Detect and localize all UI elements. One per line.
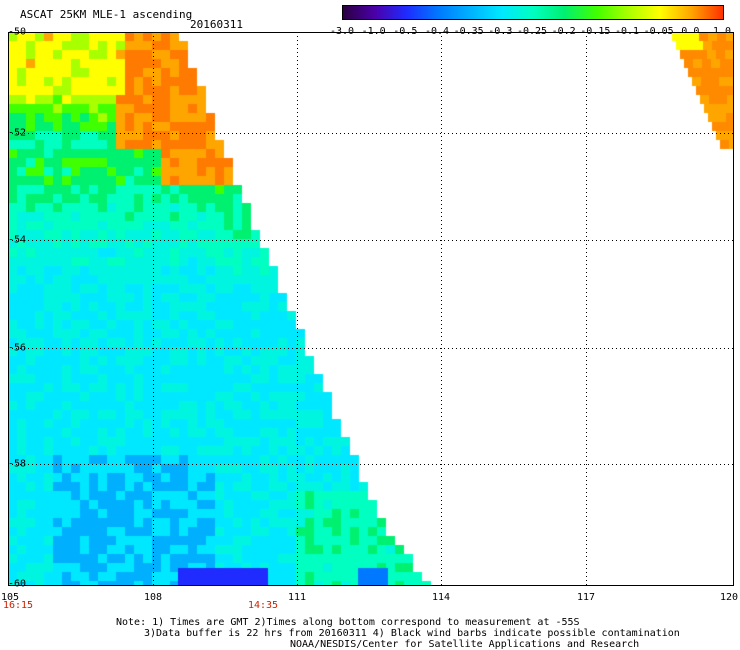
colorbar-label: -3.0 (330, 26, 354, 37)
lon-label: 105 (0, 592, 20, 603)
lon-label: 117 (576, 592, 596, 603)
lon-label: 108 (143, 592, 163, 603)
lat-label: -58 (8, 458, 27, 470)
lon-label: 114 (431, 592, 451, 603)
lat-label: -50 (8, 26, 27, 38)
colorbar-label: 0.0 (681, 26, 699, 37)
swath-map (8, 32, 734, 586)
colorbar-label: -0.2 (552, 26, 576, 37)
colorbar-label: -0.25 (517, 26, 547, 37)
lat-label: -60 (8, 578, 27, 590)
colorbar-label: -1.0 (362, 26, 386, 37)
map-date: 20160311 (190, 18, 243, 31)
colorbar-label: -0.3 (488, 26, 512, 37)
colorbar-label: -0.15 (580, 26, 610, 37)
lat-lon-grid (8, 32, 734, 586)
lat-label: -56 (8, 342, 27, 354)
time-label: 16:15 (2, 600, 34, 611)
lat-label: -52 (8, 127, 27, 139)
colorbar-label: -0.35 (454, 26, 484, 37)
note-line-3: NOAA/NESDIS/Center for Satellite Applica… (290, 639, 640, 650)
colorbar-label: -0.4 (425, 26, 449, 37)
colorbar-label: -0.5 (393, 26, 417, 37)
colorbar-label: -0.1 (615, 26, 639, 37)
lon-label: 111 (287, 592, 307, 603)
colorbar (342, 5, 724, 20)
lon-label: 120 (719, 592, 739, 603)
lat-label: -54 (8, 234, 27, 246)
time-label: 14:35 (247, 600, 279, 611)
note-line-2: 3)Data buffer is 22 hrs from 20160311 4)… (144, 628, 680, 639)
colorbar-label: 1.0 (713, 26, 731, 37)
note-line-1: Note: 1) Times are GMT 2)Times along bot… (116, 617, 580, 628)
colorbar-label: -0.05 (644, 26, 674, 37)
map-title: ASCAT 25KM MLE-1 ascending (20, 8, 193, 21)
